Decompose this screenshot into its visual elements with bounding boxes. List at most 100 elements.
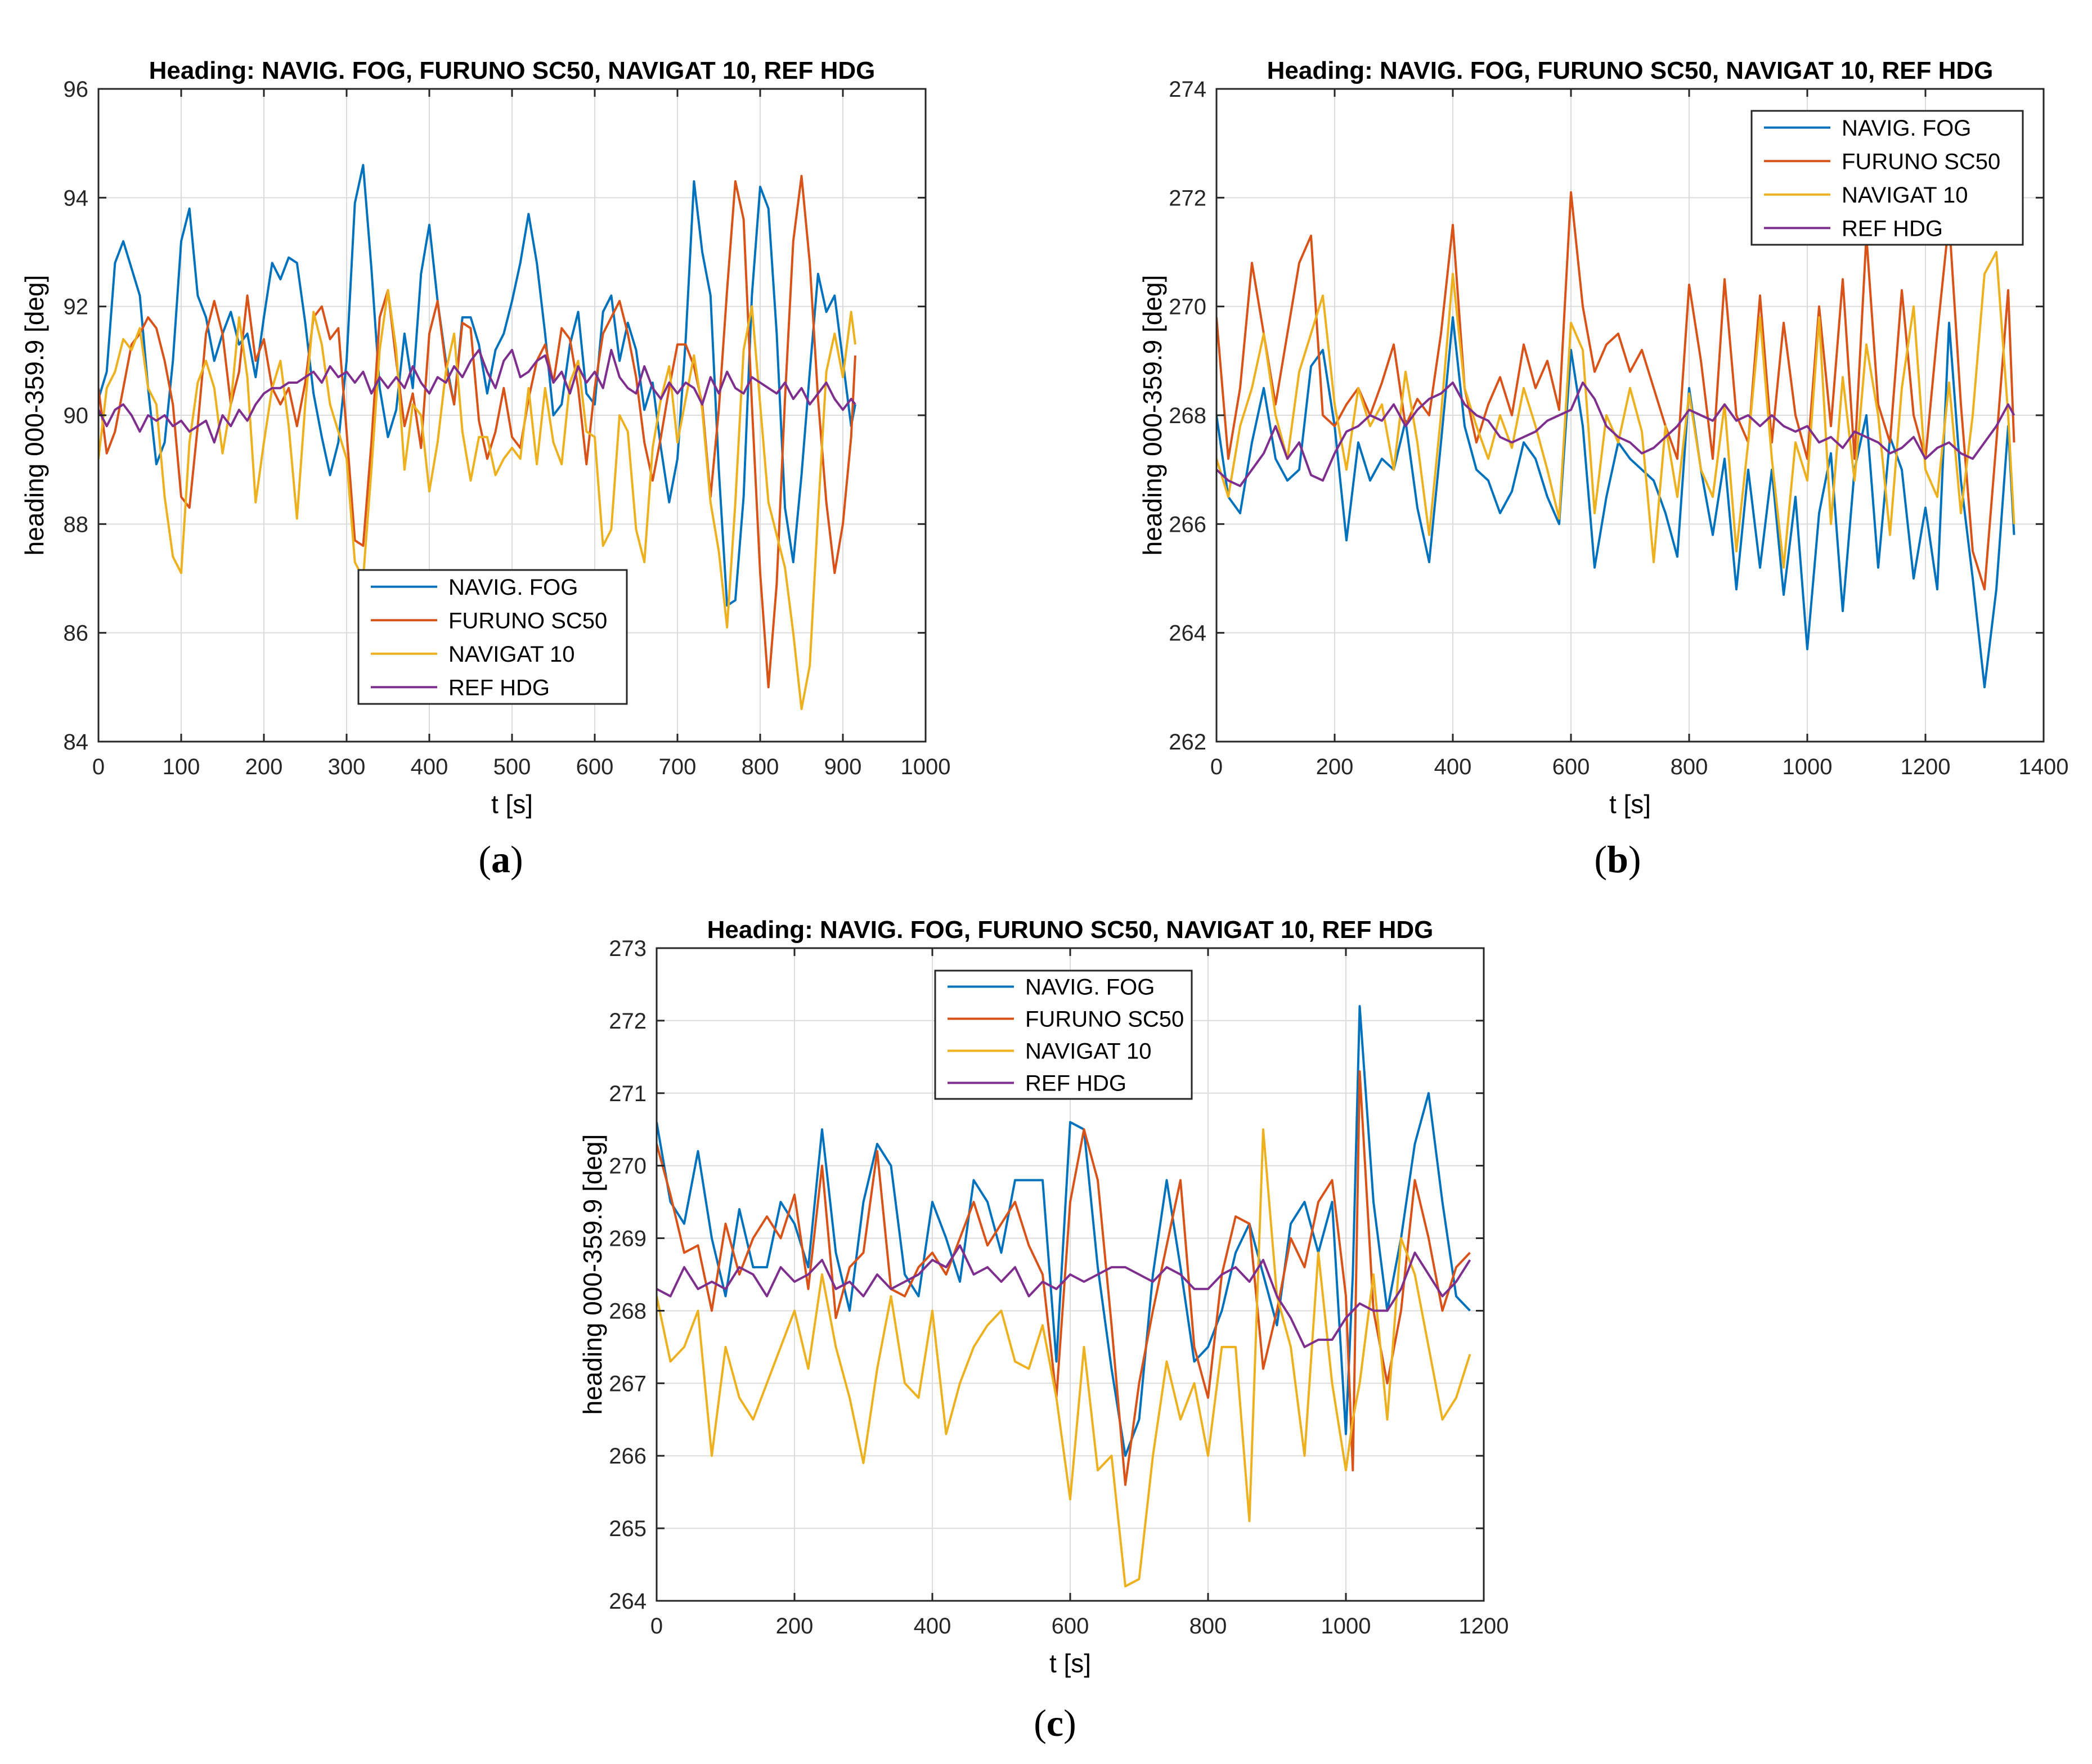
- y-tick-label: 264: [609, 1589, 647, 1614]
- x-tick-label: 200: [1316, 755, 1354, 779]
- y-tick-label: 266: [1169, 512, 1206, 537]
- x-axis-label: t [s]: [1609, 789, 1651, 819]
- series-line-navig-fog: [657, 1005, 1471, 1457]
- x-tick-label: 0: [1210, 755, 1223, 779]
- legend: NAVIG. FOG FURUNO SC50 NAVIGAT 10 REF HDG: [1750, 110, 2024, 246]
- y-tick-label: 274: [1169, 77, 1206, 102]
- panel-label-c: (c): [1034, 1702, 1076, 1744]
- y-tick-label: 92: [64, 295, 89, 320]
- panel-label-b-letter: b: [1607, 838, 1628, 881]
- series-line-ref-hdg: [98, 349, 856, 444]
- panel-label-c-close: ): [1063, 1702, 1076, 1744]
- legend-entry: NAVIGAT 10: [448, 642, 575, 667]
- series-line-navigat-10: [657, 1128, 1471, 1588]
- y-axis-label: heading 000-359.9 [deg]: [20, 275, 49, 556]
- legend-entry: NAVIG. FOG: [1842, 116, 1971, 141]
- legend-entry: NAVIG. FOG: [1025, 975, 1155, 1000]
- panel-label-c-letter: c: [1047, 1702, 1063, 1744]
- x-tick-label: 800: [1671, 755, 1708, 779]
- legend-entry: FURUNO SC50: [1842, 149, 2000, 174]
- y-tick-label: 268: [609, 1299, 647, 1323]
- x-tick-label: 1000: [1321, 1614, 1371, 1639]
- y-axis-label: heading 000-359.9 [deg]: [578, 1134, 607, 1415]
- x-tick-label: 0: [92, 755, 105, 779]
- legend-entry: REF HDG: [1025, 1071, 1126, 1096]
- y-tick-label: 84: [64, 730, 89, 755]
- y-tick-label: 272: [1169, 186, 1206, 210]
- legend-box: [1750, 110, 2024, 246]
- x-tick-label: 1000: [901, 755, 951, 779]
- x-tick-label: 1200: [1459, 1614, 1509, 1639]
- series-line-furuno-sc50: [1216, 191, 2015, 591]
- panel-label-b-close: ): [1628, 838, 1641, 881]
- series-line-furuno-sc50: [657, 1070, 1471, 1486]
- legend-entry: FURUNO SC50: [448, 608, 607, 633]
- y-tick-label: 96: [64, 77, 89, 102]
- y-tick-label: 86: [64, 621, 89, 646]
- x-tick-label: 200: [245, 755, 283, 779]
- legend-box: [934, 969, 1193, 1100]
- y-tick-label: 267: [609, 1371, 647, 1396]
- series-group: [657, 1005, 1471, 1588]
- x-tick-label: 400: [411, 755, 448, 779]
- legend-entry: NAVIG. FOG: [448, 575, 578, 600]
- legend-entry: REF HDG: [1842, 216, 1943, 241]
- x-tick-label: 900: [824, 755, 862, 779]
- series-line-furuno-sc50: [98, 174, 856, 689]
- x-axis-label: t [s]: [1049, 1649, 1091, 1678]
- y-tick-label: 90: [64, 403, 89, 428]
- x-tick-label: 800: [1189, 1614, 1227, 1639]
- y-tick-label: 266: [609, 1444, 647, 1469]
- chart-b: 0 200 400 600 800 1000 1200 1400 262 264 266 268 270…: [1138, 57, 2068, 819]
- series-group: [98, 164, 856, 710]
- x-tick-label: 0: [650, 1614, 663, 1639]
- panel-label-a: (a): [478, 838, 523, 881]
- panel-label-b: (b): [1594, 838, 1641, 881]
- x-tick-label: 300: [328, 755, 366, 779]
- y-tick-label: 271: [609, 1081, 647, 1106]
- x-tick-label: 600: [1552, 755, 1590, 779]
- legend: NAVIG. FOG FURUNO SC50 NAVIGAT 10 REF HDG: [357, 569, 628, 705]
- y-tick-label: 268: [1169, 403, 1206, 428]
- x-tick-label: 1200: [1901, 755, 1951, 779]
- chart-a: 0 100 200 300 400 500 600 700 800 900 1000 84 86 88 90…: [20, 57, 950, 819]
- chart-c: 0 200 400 600 800 1000 1200 264 265 266 267 268 269 2…: [578, 916, 1509, 1678]
- panel-label-c-open: (: [1034, 1702, 1047, 1744]
- legend-entry: FURUNO SC50: [1025, 1007, 1184, 1032]
- y-tick-label: 272: [609, 1009, 647, 1034]
- y-tick-label: 270: [609, 1154, 647, 1179]
- x-tick-label: 1400: [2019, 755, 2069, 779]
- y-tick-label: 273: [609, 936, 647, 961]
- series-line-ref-hdg: [657, 1244, 1471, 1348]
- panel-label-b-open: (: [1594, 838, 1607, 881]
- legend: NAVIG. FOG FURUNO SC50 NAVIGAT 10 REF HDG: [934, 969, 1193, 1100]
- chart-title: Heading: NAVIG. FOG, FURUNO SC50, NAVIGA…: [1267, 57, 1994, 84]
- x-tick-label: 500: [493, 755, 531, 779]
- x-tick-label: 400: [914, 1614, 951, 1639]
- y-tick-label: 88: [64, 512, 89, 537]
- x-tick-label: 200: [776, 1614, 814, 1639]
- y-tick-label: 264: [1169, 621, 1206, 646]
- y-tick-label: 269: [609, 1227, 647, 1251]
- series-line-navigat-10: [1216, 251, 2015, 569]
- series-line-navigat-10: [98, 289, 856, 710]
- chart-title: Heading: NAVIG. FOG, FURUNO SC50, NAVIGA…: [707, 916, 1434, 944]
- y-tick-label: 270: [1169, 295, 1206, 320]
- panel-label-a-letter: a: [491, 838, 510, 881]
- x-tick-label: 800: [742, 755, 779, 779]
- x-tick-label: 600: [1052, 1614, 1089, 1639]
- panel-label-a-close: ): [510, 838, 523, 881]
- x-tick-label: 400: [1434, 755, 1472, 779]
- y-tick-label: 94: [64, 186, 89, 210]
- series-group: [1216, 191, 2015, 689]
- series-line-ref-hdg: [1216, 381, 2015, 487]
- chart-title: Heading: NAVIG. FOG, FURUNO SC50, NAVIGA…: [149, 57, 876, 84]
- x-tick-label: 700: [659, 755, 697, 779]
- legend-entry: NAVIGAT 10: [1842, 183, 1968, 208]
- y-tick-label: 262: [1169, 730, 1206, 755]
- x-axis-label: t [s]: [491, 789, 533, 819]
- legend-entry: NAVIGAT 10: [1025, 1039, 1152, 1064]
- x-tick-label: 600: [576, 755, 614, 779]
